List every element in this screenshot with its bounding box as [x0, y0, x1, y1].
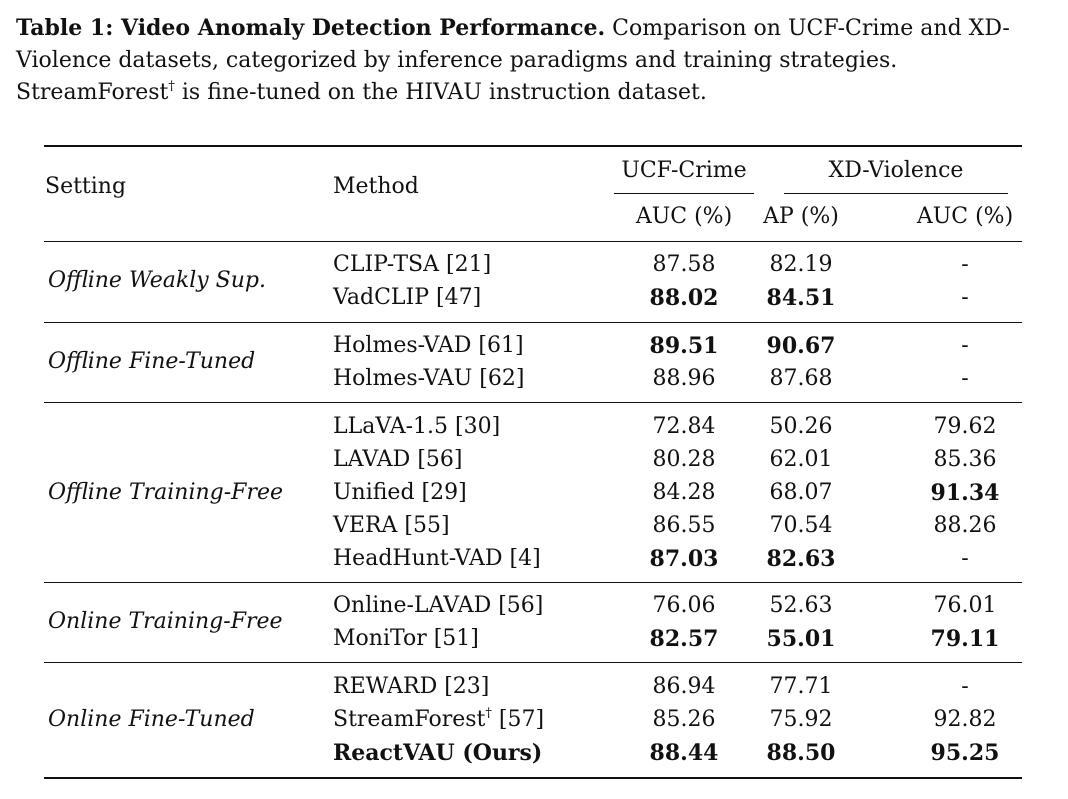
method-cell: REWARD [23] — [333, 674, 490, 699]
header-ucf-auc: AUC (%) — [635, 204, 733, 229]
ucf-auc-cell: 85.26 — [652, 707, 716, 732]
caption-streamforest: StreamForest — [16, 80, 169, 105]
method-cell: Holmes-VAU [62] — [333, 366, 525, 391]
xd-ap-cell: 70.54 — [769, 513, 833, 538]
xd-ap-cell: 88.50 — [766, 740, 836, 766]
header-xd-ap: AP (%) — [763, 204, 839, 229]
ucf-auc-cell: 84.28 — [652, 480, 716, 505]
ucf-auc-cell: 89.51 — [649, 333, 719, 359]
header-rule — [44, 241, 1022, 242]
ucf-auc-cell: 87.58 — [652, 252, 716, 277]
xd-ap-cell: 52.63 — [769, 593, 833, 618]
dagger-mark: † — [485, 706, 492, 721]
xd-ap-cell: 82.19 — [769, 252, 833, 277]
group-rule-2 — [44, 402, 1022, 403]
method-cell: LAVAD [56] — [333, 447, 463, 472]
xd-ap-cell: 84.51 — [766, 285, 836, 311]
ucf-auc-cell: 82.57 — [649, 626, 719, 652]
group-rule-4 — [44, 662, 1022, 663]
method-cell: MoniTor [51] — [333, 626, 479, 651]
xd-auc-cell: 92.82 — [933, 707, 997, 732]
top-rule — [44, 145, 1022, 147]
method-citation: [57] — [491, 707, 545, 732]
method-cell: Holmes-VAD [61] — [333, 333, 524, 358]
setting-label: Online Fine-Tuned — [48, 707, 255, 732]
header-group-ucf: UCF-Crime — [621, 158, 747, 183]
group-rule-3 — [44, 582, 1022, 583]
xd-auc-cell: - — [961, 546, 969, 571]
ucf-auc-cell: 72.84 — [652, 414, 716, 439]
setting-label: Offline Training-Free — [48, 480, 283, 505]
bottom-rule — [44, 777, 1022, 779]
xd-ap-cell: 62.01 — [769, 447, 833, 472]
xd-auc-cell: 79.62 — [933, 414, 997, 439]
header-setting: Setting — [45, 174, 127, 199]
xd-ap-cell: 82.63 — [766, 546, 836, 572]
xd-auc-cell: 76.01 — [933, 593, 997, 618]
xd-auc-cell: - — [961, 366, 969, 391]
caption-note: is fine-tuned on the HIVAU instruction d… — [174, 80, 707, 105]
ucf-auc-cell: 80.28 — [652, 447, 716, 472]
xd-ap-cell: 68.07 — [769, 480, 833, 505]
ucf-auc-cell: 88.44 — [649, 740, 719, 766]
method-cell: HeadHunt-VAD [4] — [333, 546, 541, 571]
xd-ap-cell: 55.01 — [766, 626, 836, 652]
ucf-auc-cell: 87.03 — [649, 546, 719, 572]
method-cell: VadCLIP [47] — [333, 285, 482, 310]
setting-label: Offline Weakly Sup. — [48, 268, 267, 293]
caption-label: Table 1: Video Anomaly Detection Perform… — [16, 15, 606, 41]
ucf-auc-cell: 88.96 — [652, 366, 716, 391]
method-cell: CLIP-TSA [21] — [333, 252, 492, 277]
xd-auc-cell: 95.25 — [930, 740, 1000, 766]
setting-label: Offline Fine-Tuned — [48, 349, 256, 374]
xd-ap-cell: 75.92 — [769, 707, 833, 732]
method-cell: LLaVA-1.5 [30] — [333, 414, 501, 439]
method-name: StreamForest — [333, 707, 486, 732]
xd-auc-cell: 88.26 — [933, 513, 997, 538]
header-method: Method — [333, 174, 419, 199]
xd-auc-cell: 85.36 — [933, 447, 997, 472]
setting-label: Online Training-Free — [48, 609, 283, 634]
results-table: Setting Method UCF-Crime XD-Violence AUC… — [44, 145, 1022, 779]
xd-auc-cell: - — [961, 285, 969, 310]
group-rule-1 — [44, 322, 1022, 323]
header-xd-auc: AUC (%) — [916, 204, 1014, 229]
xd-ap-cell: 50.26 — [769, 414, 833, 439]
caption-dagger: † — [168, 79, 175, 94]
xd-ap-cell: 90.67 — [766, 333, 836, 359]
xd-auc-cell: 91.34 — [930, 480, 1000, 506]
method-cell: VERA [55] — [333, 513, 450, 538]
method-cell: Online-LAVAD [56] — [333, 593, 544, 618]
ucf-auc-cell: 86.55 — [652, 513, 716, 538]
ucf-group-rule — [614, 193, 754, 194]
xd-auc-cell: - — [961, 333, 969, 358]
xd-auc-cell: - — [961, 674, 969, 699]
method-cell: StreamForest† [57] — [333, 706, 544, 734]
xd-group-rule — [784, 193, 1008, 194]
xd-auc-cell: - — [961, 252, 969, 277]
xd-auc-cell: 79.11 — [930, 626, 1000, 652]
method-cell: Unified [29] — [333, 480, 467, 505]
method-cell: ReactVAU (Ours) — [333, 740, 543, 766]
xd-ap-cell: 77.71 — [769, 674, 833, 699]
ucf-auc-cell: 86.94 — [652, 674, 716, 699]
xd-ap-cell: 87.68 — [769, 366, 833, 391]
caption-text: Comparison on UCF-Crime and XD-Violence … — [16, 16, 1010, 73]
table-caption: Table 1: Video Anomaly Detection Perform… — [16, 12, 1056, 109]
header-group-xd: XD-Violence — [828, 158, 964, 183]
ucf-auc-cell: 88.02 — [649, 285, 719, 311]
ucf-auc-cell: 76.06 — [652, 593, 716, 618]
